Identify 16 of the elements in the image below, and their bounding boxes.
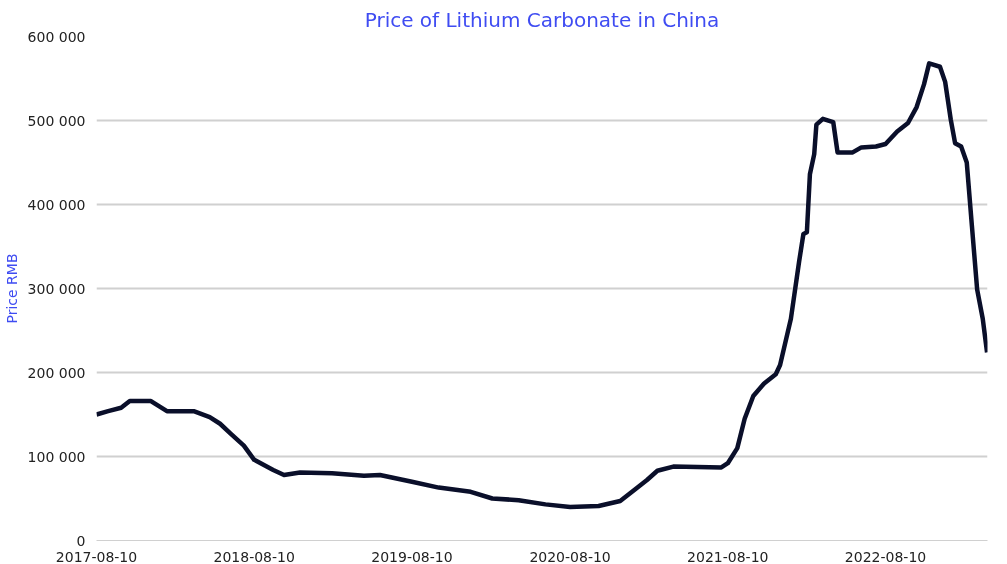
y-tick-label: 100 000 bbox=[27, 448, 86, 465]
x-tick-label: 2018-08-10 bbox=[213, 548, 295, 564]
line-series bbox=[96, 61, 988, 510]
x-tick-label: 2021-08-10 bbox=[687, 548, 769, 564]
y-tick-label: 600 000 bbox=[27, 28, 86, 45]
y-tick-label: 500 000 bbox=[27, 112, 86, 129]
y-tick-label: 400 000 bbox=[27, 196, 86, 213]
x-tick-label: 2022-08-10 bbox=[844, 548, 927, 564]
y-tick-label: 200 000 bbox=[27, 364, 86, 381]
y-axis-title: Price RMB bbox=[3, 253, 20, 324]
chart-title: Price of Lithium Carbonate in China bbox=[364, 7, 720, 32]
x-tick-label: 2017-08-10 bbox=[55, 548, 138, 564]
y-tick-label: 300 000 bbox=[27, 280, 86, 297]
y-tick-label: 0 bbox=[76, 532, 86, 549]
x-tick-label: 2019-08-10 bbox=[371, 548, 453, 564]
x-tick-label: 2020-08-10 bbox=[529, 548, 611, 564]
